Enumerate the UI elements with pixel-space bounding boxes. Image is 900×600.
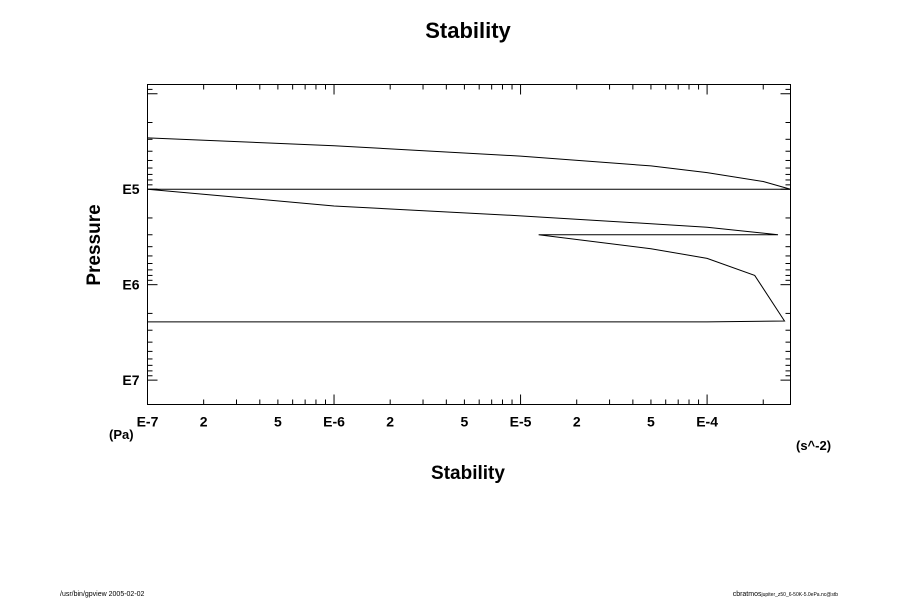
x-tick-label: E-5 <box>510 414 532 430</box>
x-tick-label: 5 <box>647 414 655 430</box>
x-unit-label: (s^-2) <box>796 438 831 453</box>
x-tick-label: E-6 <box>323 414 345 430</box>
footer-right-text: cbratmosjupiter_z50_6-50K-5.0ePa.nc@stb <box>733 591 839 598</box>
plot-frame <box>147 84 791 405</box>
y-axis-ticks <box>147 84 791 381</box>
footer-right-sub: jupiter_z50_6-50K-5.0ePa.nc@stb <box>760 592 838 598</box>
y-unit-label: (Pa) <box>109 427 134 442</box>
series-line <box>147 137 791 323</box>
y-axis-label: Pressure <box>84 204 105 285</box>
x-axis-ticks <box>147 84 764 405</box>
series-group <box>147 137 791 323</box>
x-axis-label: Stability <box>431 463 505 484</box>
chart-title: Stability <box>425 18 511 43</box>
y-tick-label: E5 <box>122 181 139 197</box>
x-tick-label: 5 <box>274 414 282 430</box>
x-tick-label: 2 <box>386 414 394 430</box>
footer-right-main: cbratmos <box>733 591 762 598</box>
y-tick-label: E7 <box>122 372 139 388</box>
x-tick-label: E-7 <box>137 414 159 430</box>
x-tick-label: 2 <box>200 414 208 430</box>
y-axis-tick-labels: E5 E6 E7 <box>122 181 139 388</box>
y-tick-label: E6 <box>122 277 139 293</box>
x-tick-label: 5 <box>461 414 469 430</box>
x-tick-label: E-4 <box>696 414 718 430</box>
x-tick-label: 2 <box>573 414 581 430</box>
x-axis-tick-labels: E-7 2 5 E-6 2 5 E-5 2 5 E-4 <box>137 414 719 430</box>
footer-left-text: /usr/bin/gpview 2005-02-02 <box>60 591 145 598</box>
